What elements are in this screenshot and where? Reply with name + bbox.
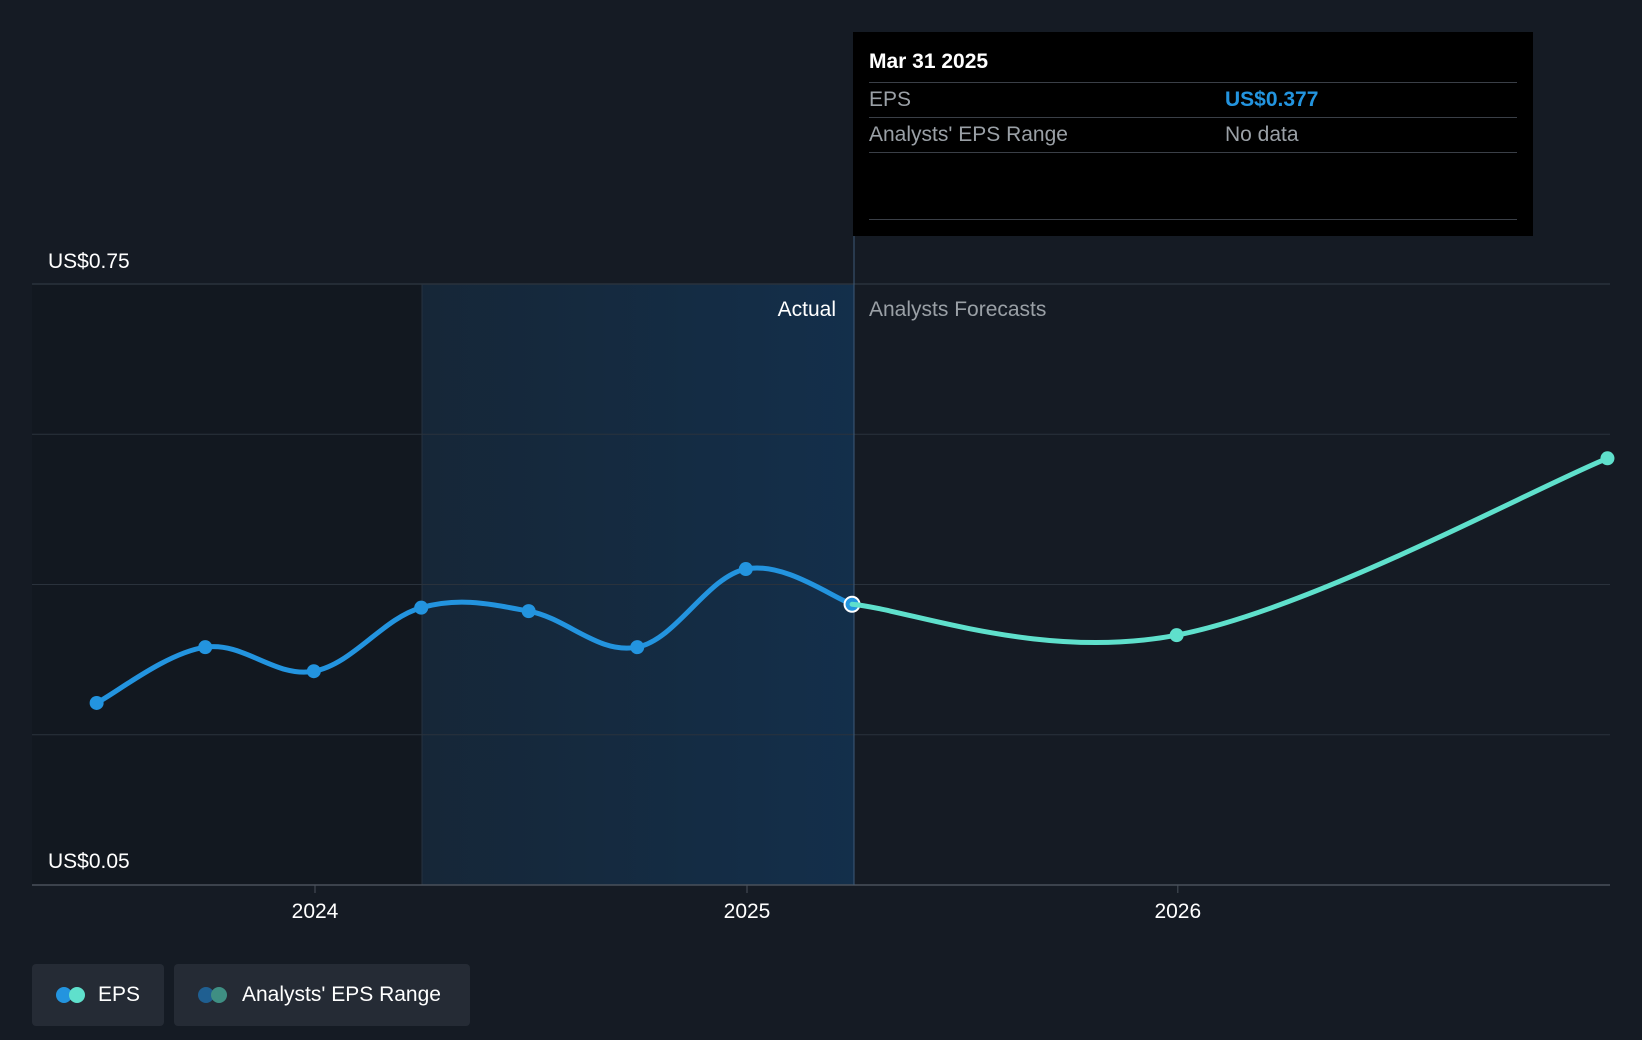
tooltip-row-range: Analysts' EPS Range No data: [869, 118, 1517, 153]
data-point-0-5: [630, 640, 645, 655]
tooltip-eps-value: US$0.377: [1225, 88, 1319, 111]
data-point-0-0: [89, 695, 104, 710]
data-point-0-6: [738, 562, 753, 577]
series-line-1: [849, 455, 1610, 646]
x-tick-label-2025: 2025: [724, 900, 771, 923]
data-point-1-2: [1600, 451, 1615, 466]
y-axis-top-label: US$0.75: [48, 250, 130, 273]
legend: EPS Analysts' EPS Range: [32, 964, 470, 1026]
range-legend-dot-forecast: [211, 987, 227, 1003]
legend-item-eps[interactable]: EPS: [32, 964, 164, 1026]
eps-legend-dot-forecast: [69, 987, 85, 1003]
eps-legend-dot-actual: [56, 987, 72, 1003]
data-point-0-2: [306, 664, 321, 679]
tooltip-range-label: Analysts' EPS Range: [869, 123, 1068, 146]
legend-range-label: Analysts' EPS Range: [242, 983, 441, 1006]
tooltip-spacer: [869, 153, 1517, 220]
legend-item-range[interactable]: Analysts' EPS Range: [174, 964, 470, 1026]
range-legend-dot-actual: [198, 987, 214, 1003]
x-tick-label-2024: 2024: [292, 900, 339, 923]
tooltip-date: Mar 31 2025: [869, 32, 1517, 83]
eps-legend-icon: [56, 987, 85, 1003]
y-axis-bottom-label: US$0.05: [48, 850, 130, 873]
actual-region-label: Actual: [778, 298, 836, 321]
legend-eps-label: EPS: [97, 983, 140, 1006]
data-point-0-3: [414, 600, 429, 615]
tooltip-eps-label: EPS: [869, 88, 912, 111]
series-line-0: [94, 565, 855, 706]
tooltip: Mar 31 2025 EPS US$0.377 Analysts' EPS R…: [853, 32, 1533, 236]
data-point-0-1: [198, 640, 213, 655]
data-point-0-4: [521, 604, 536, 619]
x-tick-label-2026: 2026: [1154, 900, 1201, 923]
range-legend-icon: [198, 987, 228, 1003]
tooltip-range-value: No data: [1225, 123, 1299, 146]
forecast-region-label: Analysts Forecasts: [869, 298, 1046, 321]
data-point-1-1: [1169, 628, 1184, 643]
tooltip-row-eps: EPS US$0.377: [869, 83, 1517, 118]
